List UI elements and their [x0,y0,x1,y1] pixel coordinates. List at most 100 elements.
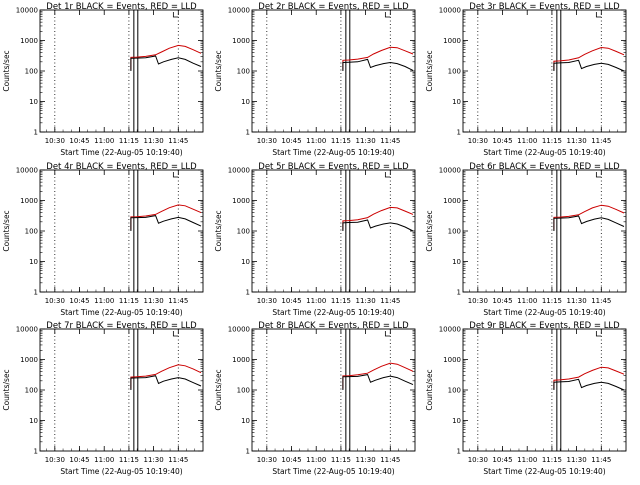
chart-title: Det 4r BLACK = Events, RED = LLD [46,162,197,172]
events-series-line [130,375,202,390]
lld-series-line [553,46,625,70]
plot-frame [462,9,627,133]
y-tick-label: 10000 [228,167,250,175]
corner-marker [172,12,179,18]
x-tick-label: 11:15 [331,456,351,464]
y-tick-label: 10 [241,98,250,106]
events-series-line [130,215,202,231]
x-tick-label: 11:00 [94,137,114,145]
y-tick-label: 1 [457,448,461,456]
y-tick-label: 1000 [232,37,250,45]
x-tick-label: 11:15 [119,137,139,145]
x-axis-label: Start Time (22-Aug-05 10:19:40) [60,308,182,317]
plot-frame [39,328,204,452]
y-tick-label: 1 [457,289,461,297]
x-axis-label: Start Time (22-Aug-05 10:19:40) [483,148,605,157]
events-series-line [553,59,625,72]
y-tick-label: 100 [237,228,250,236]
lld-series-line [553,366,625,389]
y-tick-label: 10 [29,417,38,425]
x-tick-label: 10:45 [281,456,301,464]
y-tick-label: 1000 [443,356,461,364]
y-tick-label: 10000 [16,167,38,175]
y-tick-label: 1000 [443,197,461,205]
x-tick-label: 10:30 [468,137,488,145]
x-tick-label: 10:45 [281,297,301,305]
y-tick-label: 100 [237,387,250,395]
x-tick-label: 11:45 [380,456,400,464]
lld-series-line [553,204,625,230]
plot-frame [251,9,416,133]
chart-panel-8: Det 8r BLACK = Events, RED = LLD Counts/s… [214,321,416,476]
x-tick-label: 10:30 [45,137,65,145]
y-axis-label: Counts/sec [214,210,223,251]
x-tick-label: 11:15 [331,297,351,305]
y-tick-label: 10000 [16,7,38,15]
y-tick-label: 10 [452,98,461,106]
x-tick-label: 11:15 [331,137,351,145]
x-tick-label: 10:30 [468,297,488,305]
corner-marker [384,12,391,18]
chart-title: Det 2r BLACK = Events, RED = LLD [258,2,409,12]
y-tick-label: 10 [241,417,250,425]
y-tick-label: 100 [237,68,250,76]
chart-panel-2: Det 2r BLACK = Events, RED = LLD Counts/s… [214,2,416,157]
corner-marker [595,172,602,178]
corner-marker [172,172,179,178]
lld-series-line [342,46,414,70]
corner-marker [172,331,179,337]
y-axis-label: Counts/sec [425,50,434,91]
x-tick-label: 10:30 [257,297,277,305]
x-tick-label: 11:15 [119,456,139,464]
y-tick-label: 10 [452,258,461,266]
lld-series-line [130,44,202,70]
y-tick-label: 1 [34,448,38,456]
y-tick-label: 10000 [439,167,461,175]
y-tick-label: 1000 [232,356,250,364]
events-series-line [342,374,414,390]
chart-panel-1: Det 1r BLACK = Events, RED = LLD Counts/s… [2,2,204,157]
x-tick-label: 11:00 [517,297,537,305]
corner-marker [384,172,391,178]
x-tick-label: 10:45 [492,456,512,464]
x-tick-label: 10:30 [45,297,65,305]
x-tick-label: 11:45 [380,137,400,145]
y-tick-label: 10 [452,417,461,425]
y-tick-label: 100 [25,68,38,76]
x-tick-label: 10:30 [468,456,488,464]
y-tick-label: 1 [246,129,250,137]
chart-title: Det 3r BLACK = Events, RED = LLD [469,2,620,12]
x-tick-label: 11:30 [567,297,587,305]
x-tick-label: 10:30 [257,137,277,145]
y-tick-label: 1000 [232,197,250,205]
x-tick-label: 10:30 [45,456,65,464]
y-tick-label: 1 [34,289,38,297]
y-tick-label: 1000 [20,356,38,364]
y-axis-label: Counts/sec [2,369,11,410]
x-tick-label: 11:00 [94,297,114,305]
x-tick-label: 11:30 [144,456,164,464]
x-tick-label: 11:45 [591,137,611,145]
plot-frame [251,328,416,452]
x-tick-label: 11:00 [517,456,537,464]
chart-panel-9: Det 9r BLACK = Events, RED = LLD Counts/s… [425,321,627,476]
y-tick-label: 1 [246,448,250,456]
x-tick-label: 11:30 [144,137,164,145]
lld-series-line [130,364,202,389]
y-tick-label: 10000 [439,326,461,334]
x-tick-label: 11:00 [306,456,326,464]
x-tick-label: 11:30 [567,456,587,464]
x-tick-label: 11:00 [306,297,326,305]
chart-title: Det 8r BLACK = Events, RED = LLD [258,321,409,331]
plot-frame [39,9,204,133]
y-axis-label: Counts/sec [425,210,434,251]
x-tick-label: 11:45 [591,297,611,305]
x-axis-label: Start Time (22-Aug-05 10:19:40) [60,467,182,476]
chart-title: Det 9r BLACK = Events, RED = LLD [469,321,620,331]
y-tick-label: 10 [29,258,38,266]
y-axis-label: Counts/sec [214,369,223,410]
x-tick-label: 11:30 [356,137,376,145]
x-tick-label: 11:30 [356,456,376,464]
x-tick-label: 10:45 [69,456,89,464]
